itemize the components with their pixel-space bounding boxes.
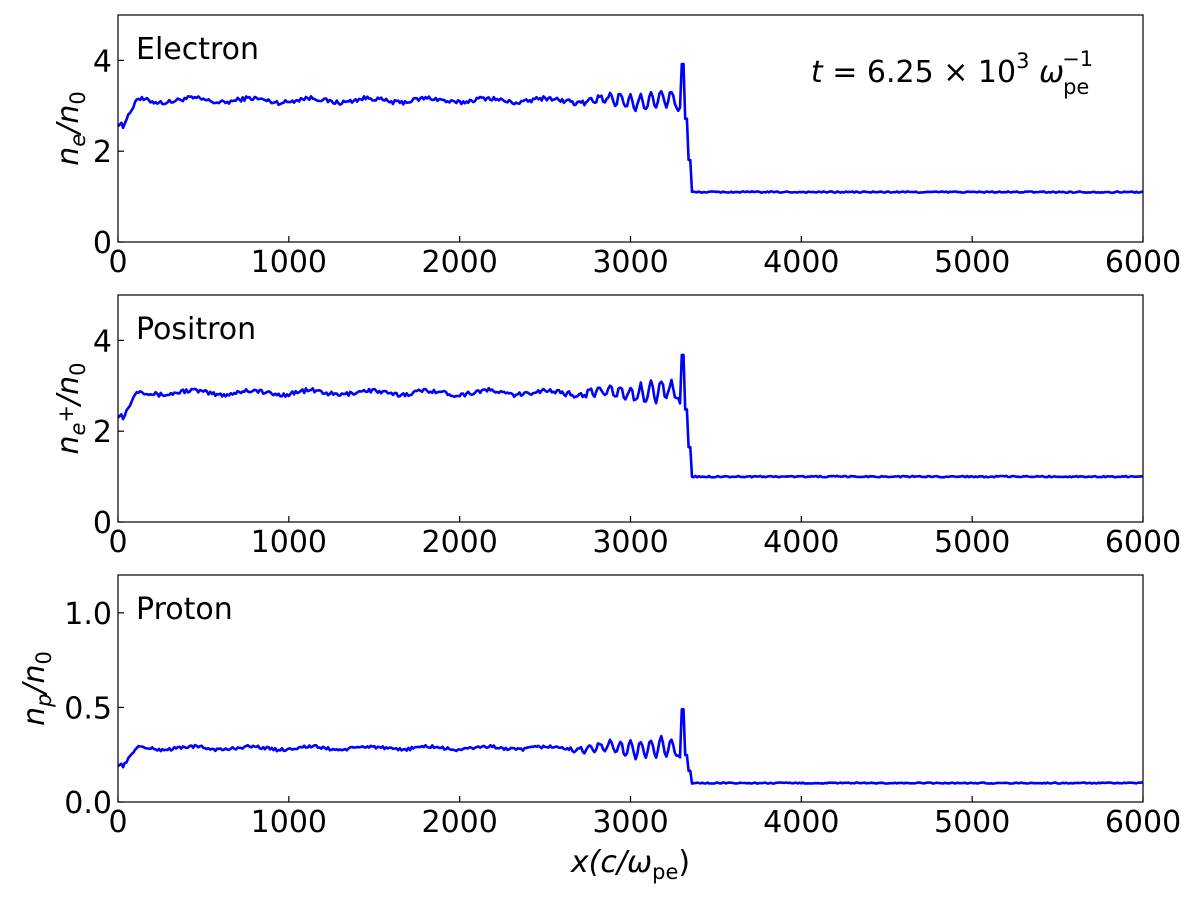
proton-plot-frame — [117, 574, 1144, 803]
electron-x-tick-label: 2000 — [421, 245, 497, 280]
electron-x-tick-label: 1000 — [251, 245, 327, 280]
electron-density-line — [117, 62, 1144, 194]
electron-x-tick-label: 4000 — [763, 245, 839, 280]
positron-y-tick-label: 0 — [93, 506, 112, 541]
proton-x-tick-label: 1000 — [251, 805, 327, 840]
positron-y-axis-label: ne+/n0 — [51, 362, 90, 454]
proton-x-tick-label: 3000 — [592, 805, 668, 840]
electron-y-axis-label: ne/n0 — [51, 91, 90, 165]
panel-positron: 0 1000 2000 3000 4000 5000 6000 0 2 4 Positron ne+/… — [51, 294, 1181, 560]
electron-y-tick-label: 4 — [93, 44, 112, 79]
panel-electron: 0 1000 2000 3000 4000 5000 6000 0 2 4 Electron ne/n… — [51, 14, 1181, 280]
positron-x-tick-label: 3000 — [592, 525, 668, 560]
positron-x-tick-label: 1000 — [251, 525, 327, 560]
proton-density-line — [117, 708, 1144, 785]
positron-y-tick-label: 2 — [93, 415, 112, 450]
electron-x-tick-label: 0 — [108, 245, 127, 280]
proton-y-tick-label: 0.0 — [64, 786, 112, 821]
proton-x-tick-label: 2000 — [421, 805, 497, 840]
positron-density-line — [117, 353, 1144, 479]
proton-y-tick-label: 1.0 — [64, 597, 112, 632]
electron-plot-frame — [117, 14, 1144, 243]
electron-x-tick-label: 5000 — [934, 245, 1010, 280]
electron-y-tick-label: 2 — [93, 135, 112, 170]
x-axis-label: x(c/ωpe) — [570, 845, 690, 884]
positron-x-tick-label: 2000 — [421, 525, 497, 560]
electron-x-tick-label: 3000 — [592, 245, 668, 280]
proton-x-tick-label: 0 — [108, 805, 127, 840]
positron-x-tick-label: 4000 — [763, 525, 839, 560]
positron-y-tick-label: 4 — [93, 324, 112, 359]
positron-x-tick-label: 0 — [108, 525, 127, 560]
proton-y-tick-label: 0.5 — [64, 691, 112, 726]
time-annotation: t = 6.25 × 103 ω−1 pe — [811, 47, 1093, 99]
electron-panel-label: Electron — [136, 32, 259, 67]
electron-y-tick-label: 0 — [93, 226, 112, 261]
proton-x-tick-label: 5000 — [934, 805, 1010, 840]
panel-proton: 0 1000 2000 3000 4000 5000 6000 0.0 0.5 1.0 Proton… — [17, 574, 1181, 884]
positron-plot-frame — [117, 294, 1144, 523]
proton-panel-label: Proton — [136, 592, 233, 627]
proton-x-tick-label: 6000 — [1105, 805, 1181, 840]
positron-panel-label: Positron — [136, 312, 256, 347]
positron-x-tick-label: 6000 — [1105, 525, 1181, 560]
electron-x-tick-label: 6000 — [1105, 245, 1181, 280]
proton-x-tick-label: 4000 — [763, 805, 839, 840]
proton-y-axis-label: np/n0 — [17, 651, 56, 726]
positron-x-tick-label: 5000 — [934, 525, 1010, 560]
